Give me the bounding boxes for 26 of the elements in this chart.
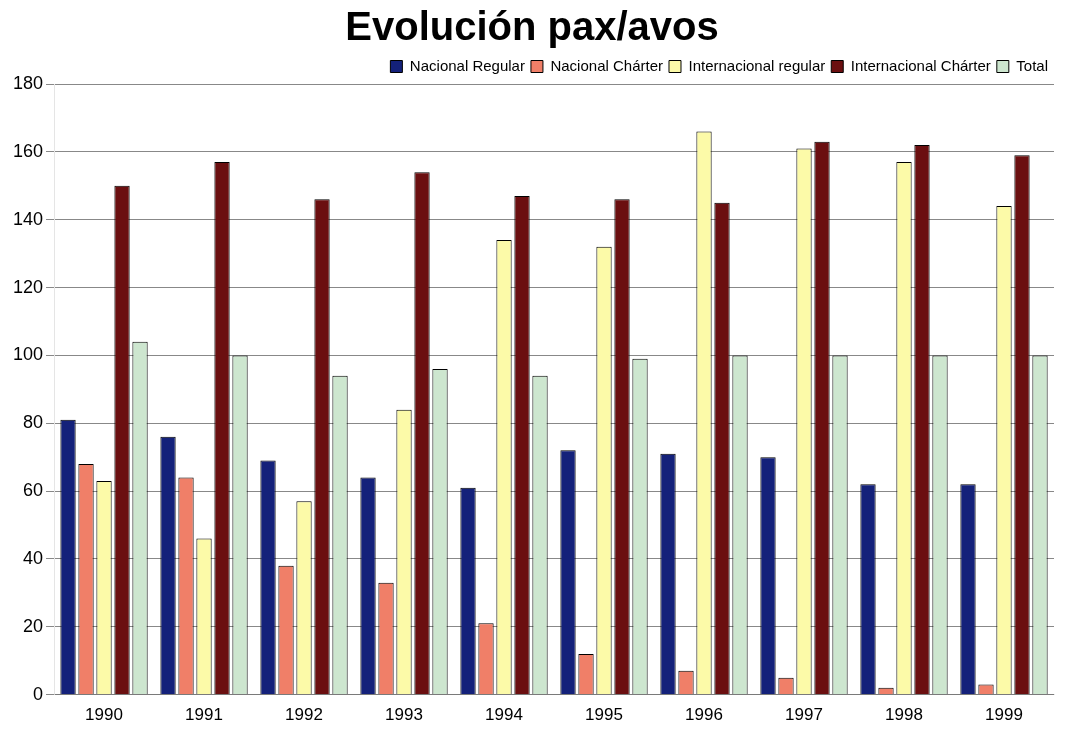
x-tick-label: 1992 <box>285 705 323 725</box>
legend-label: Internacional Chárter <box>850 56 991 74</box>
y-tick-label: 40 <box>23 547 44 568</box>
x-tick-label: 1990 <box>85 705 123 725</box>
x-tick-label: 1996 <box>685 705 723 725</box>
y-tick-label: 120 <box>12 276 44 297</box>
x-tick-label: 1993 <box>385 705 423 725</box>
y-tick-label: 180 <box>12 72 44 93</box>
y-tick-label: 140 <box>12 208 44 229</box>
x-tick-label: 1994 <box>485 705 523 725</box>
x-tick-label: 1999 <box>985 705 1023 725</box>
y-tick-label: 0 <box>33 683 44 704</box>
x-tick-label: 1991 <box>185 705 223 725</box>
y-tick-label: 100 <box>12 344 44 365</box>
legend-label: Total <box>1016 56 1048 74</box>
y-tick-label: 160 <box>12 140 44 161</box>
x-tick-label: 1995 <box>585 705 623 725</box>
legend-label: Internacional regular <box>688 56 826 74</box>
y-tick-label: 80 <box>23 412 44 433</box>
legend-label: Nacional Regular <box>409 56 525 74</box>
chart-title: Evolución pax/avos <box>345 4 719 49</box>
y-tick-label: 20 <box>23 615 44 636</box>
y-tick-label: 60 <box>23 480 44 501</box>
legend-label: Nacional Chárter <box>550 56 663 74</box>
x-tick-label: 1997 <box>785 705 823 725</box>
x-tick-label: 1998 <box>885 705 923 725</box>
